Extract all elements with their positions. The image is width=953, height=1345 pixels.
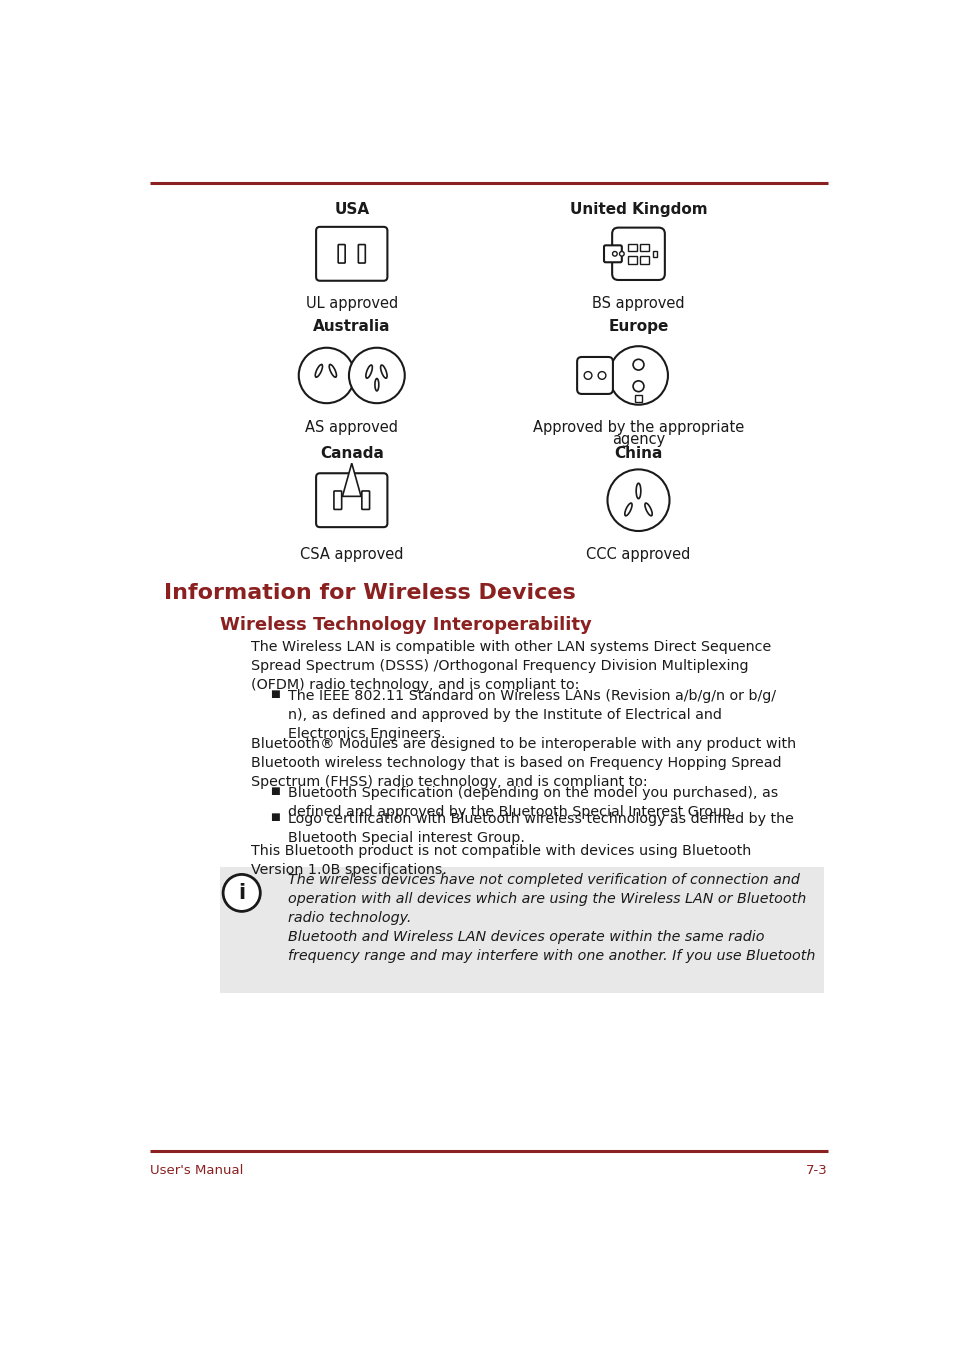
FancyBboxPatch shape [603,245,621,262]
Text: Wireless Technology Interoperability: Wireless Technology Interoperability [220,616,591,633]
Text: USA: USA [334,202,369,217]
Text: BS approved: BS approved [592,296,684,311]
Ellipse shape [329,364,336,377]
FancyBboxPatch shape [220,866,823,993]
Text: Bluetooth® Modules are designed to be interoperable with any product with
Blueto: Bluetooth® Modules are designed to be in… [251,737,796,790]
Ellipse shape [644,503,652,515]
FancyBboxPatch shape [315,227,387,281]
Text: Canada: Canada [319,447,383,461]
Text: User's Manual: User's Manual [150,1163,243,1177]
Bar [639,243,648,252]
FancyBboxPatch shape [577,356,612,394]
Bar [634,394,641,402]
FancyBboxPatch shape [361,491,369,510]
Circle shape [583,371,591,379]
Ellipse shape [366,364,372,378]
Text: AS approved: AS approved [305,420,397,434]
Text: ■: ■ [270,689,280,699]
FancyBboxPatch shape [334,491,341,510]
FancyBboxPatch shape [315,473,387,527]
Circle shape [298,348,355,404]
Circle shape [223,874,260,912]
Ellipse shape [380,364,387,378]
Text: UL approved: UL approved [305,296,397,311]
Circle shape [633,359,643,370]
Bar [627,243,636,252]
Text: Bluetooth and Wireless LAN devices operate within the same radio
frequency range: Bluetooth and Wireless LAN devices opera… [288,929,815,963]
Text: agency: agency [611,432,664,447]
Circle shape [612,252,617,256]
Text: The wireless devices have not completed verification of connection and
operation: The wireless devices have not completed … [288,873,805,925]
Text: The Wireless LAN is compatible with other LAN systems Direct Sequence
Spread Spe: The Wireless LAN is compatible with othe… [251,640,770,693]
Circle shape [633,381,643,391]
Circle shape [598,371,605,379]
Bar [627,256,636,264]
Text: 7-3: 7-3 [805,1163,827,1177]
Circle shape [608,346,667,405]
Text: Bluetooth Specification (depending on the model you purchased), as
defined and a: Bluetooth Specification (depending on th… [288,785,778,819]
Text: Approved by the appropriate: Approved by the appropriate [533,420,743,434]
FancyBboxPatch shape [337,245,345,264]
Text: i: i [238,882,245,902]
Text: The IEEE 802.11 Standard on Wireless LANs (Revision a/b/g/n or b/g/
n), as defin: The IEEE 802.11 Standard on Wireless LAN… [288,689,776,741]
FancyBboxPatch shape [612,227,664,280]
FancyBboxPatch shape [358,245,365,264]
Ellipse shape [624,503,632,515]
Circle shape [618,252,623,256]
Bar [639,256,648,264]
Ellipse shape [375,378,378,391]
Ellipse shape [636,483,640,499]
Bar [653,250,657,257]
Text: China: China [614,447,662,461]
Text: United Kingdom: United Kingdom [569,202,706,217]
Circle shape [607,469,669,531]
Text: CCC approved: CCC approved [586,546,690,562]
Text: Logo certification with Bluetooth wireless technology as defined by the
Bluetoot: Logo certification with Bluetooth wirele… [288,812,793,845]
Polygon shape [342,463,360,496]
Text: Australia: Australia [313,320,390,335]
Text: CSA approved: CSA approved [299,546,403,562]
Text: Europe: Europe [608,320,668,335]
Circle shape [349,348,404,404]
Text: This Bluetooth product is not compatible with devices using Bluetooth
Version 1.: This Bluetooth product is not compatible… [251,843,750,877]
Text: ■: ■ [270,785,280,796]
Text: Information for Wireless Devices: Information for Wireless Devices [164,584,576,604]
Text: ■: ■ [270,812,280,822]
Ellipse shape [314,364,322,377]
